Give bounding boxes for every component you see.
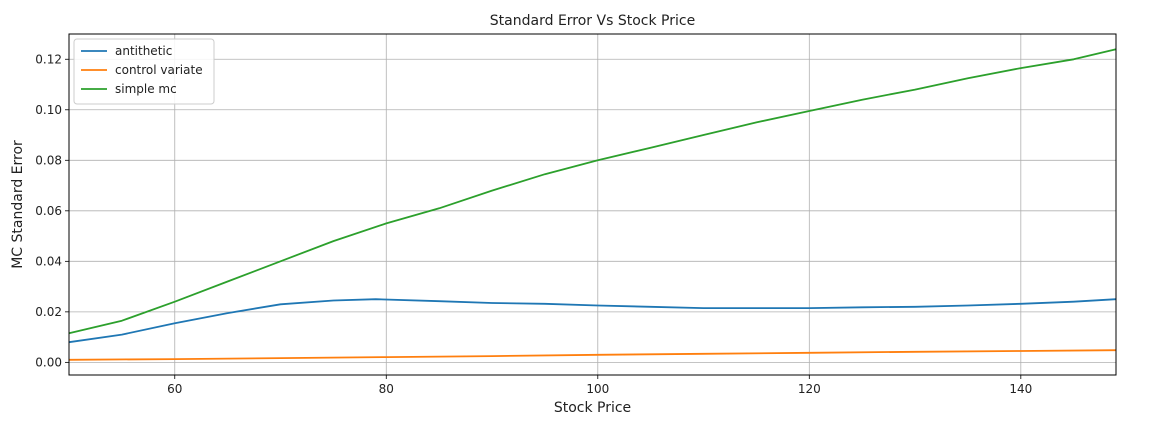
series-line-control-variate — [68, 349, 1117, 361]
y-tick-label: 0.02 — [35, 305, 62, 319]
series-line-antithetic — [68, 298, 1117, 344]
y-tick-label: 0.00 — [35, 355, 62, 369]
tick-layer: 60 80 100 120 140 0.00 0.02 0.04 0.06 0.08 0.10 0.1… — [35, 52, 1032, 396]
legend-label: simple mc — [115, 82, 177, 96]
series-line-simple-mc — [68, 48, 1117, 335]
y-tick-label: 0.06 — [35, 204, 62, 218]
x-tick-label: 100 — [586, 382, 609, 396]
legend-box — [73, 38, 215, 105]
x-tick-label: 140 — [1009, 382, 1032, 396]
legend-label: control variate — [115, 63, 203, 77]
grid-layer — [69, 34, 1116, 375]
plot-frame — [68, 33, 1117, 376]
y-tick-label: 0.04 — [35, 254, 62, 268]
legend: antithetic control variate simple mc — [73, 38, 215, 105]
legend-label: antithetic — [115, 44, 172, 58]
y-axis-label: MC Standard Error — [10, 140, 26, 269]
x-tick-label: 80 — [379, 382, 394, 396]
y-tick-label: 0.12 — [35, 52, 62, 66]
x-axis-label: Stock Price — [554, 400, 631, 416]
series-layer — [68, 48, 1117, 361]
y-tick-label: 0.08 — [35, 153, 62, 167]
x-tick-label: 120 — [798, 382, 821, 396]
chart-title: Standard Error Vs Stock Price — [490, 13, 695, 29]
x-tick-label: 60 — [167, 382, 182, 396]
y-tick-label: 0.10 — [35, 103, 62, 117]
